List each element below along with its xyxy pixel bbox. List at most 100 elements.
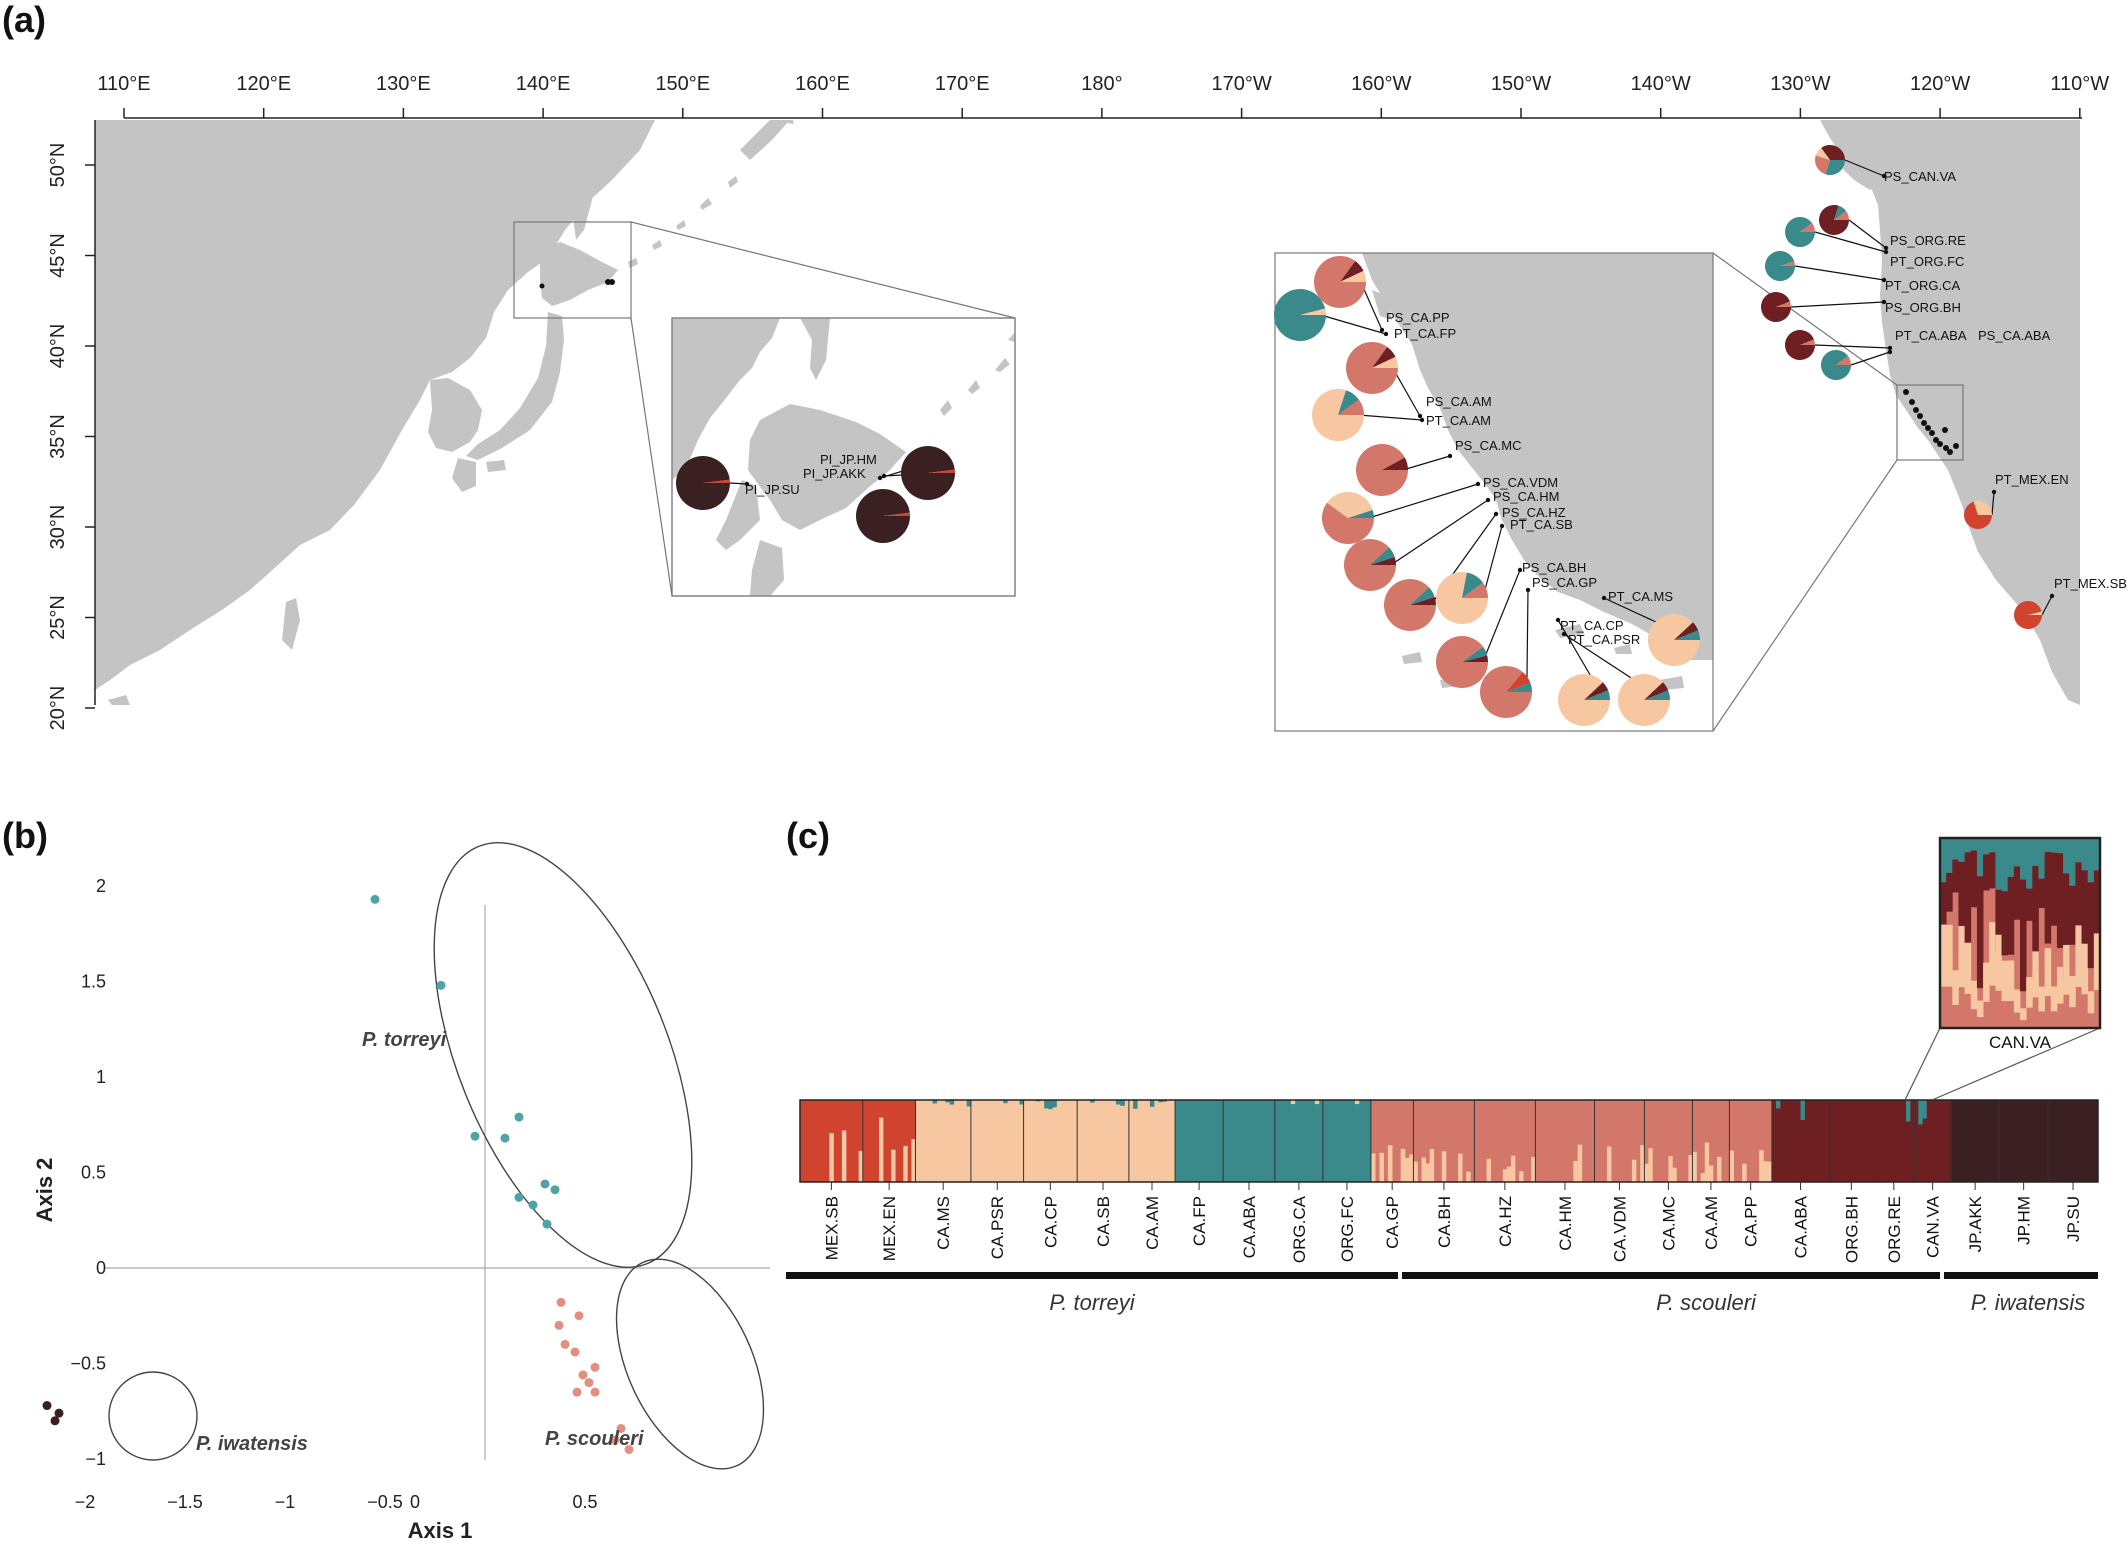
- pca-points: [42, 894, 634, 1454]
- population-label: CA.ABA: [1792, 1195, 1811, 1258]
- pie-slice: [1326, 492, 1373, 518]
- site-dot: [1525, 587, 1531, 593]
- admixture-segment: [1404, 1157, 1410, 1182]
- panel-label-b: (b): [2, 815, 48, 856]
- site-dot: [1947, 449, 1953, 455]
- admixture-segment: [1906, 1100, 1911, 1122]
- pie-chart: [1311, 389, 1364, 441]
- pie-chart: [1647, 614, 1700, 667]
- inset-segment: [2063, 873, 2070, 981]
- leader-line: [1814, 344, 1891, 349]
- pie-slice: [1644, 682, 1669, 700]
- pca-point: [574, 1311, 584, 1321]
- label-iwatensis: P. iwatensis: [196, 1433, 308, 1455]
- admixture-segment: [1290, 1100, 1296, 1105]
- admixture-segment: [1704, 1142, 1710, 1182]
- site-label: PS_CA.VDM: [1483, 475, 1558, 490]
- admixture-segment: [1458, 1153, 1463, 1182]
- structure-bar: [1829, 1100, 1874, 1182]
- lon-tick-label: 110°E: [97, 73, 150, 95]
- pie-slice: [1372, 346, 1396, 368]
- site-dot: [1887, 349, 1893, 355]
- admixture-segment: [1531, 1156, 1536, 1182]
- pie-slice: [1340, 260, 1364, 282]
- lon-tick-label: 140°W: [1631, 73, 1691, 95]
- pie-slice: [1618, 674, 1670, 727]
- pie-chart: [1356, 443, 1408, 496]
- site-label: PS_CAN.VA: [1884, 169, 1956, 184]
- site-dot: [877, 475, 883, 481]
- pie-chart: [1384, 579, 1436, 632]
- pca-y-tick: −1: [85, 1449, 106, 1469]
- pie-slice: [1761, 292, 1791, 323]
- pie-chart: [856, 488, 910, 543]
- pie-slice: [1344, 539, 1396, 592]
- inset-segment: [2069, 838, 2076, 886]
- pie-chart: [1618, 674, 1670, 727]
- pie-slice: [901, 445, 955, 500]
- admixture-segment: [879, 1117, 884, 1182]
- inset-segment: [2069, 975, 2076, 1008]
- site-dot: [1942, 427, 1948, 433]
- lon-tick-label: 160°W: [1351, 73, 1411, 95]
- structure-bar: [1175, 1100, 1224, 1182]
- pie-chart: [1784, 217, 1815, 248]
- site-label: PT_ORG.CA: [1885, 278, 1960, 293]
- site-dot: [1493, 511, 1499, 517]
- site-dot: [1379, 327, 1385, 333]
- inset-segment: [2026, 888, 2033, 921]
- inset-segment: [1989, 852, 1996, 889]
- population-label: CA.MC: [1659, 1196, 1678, 1251]
- admixture-segment: [932, 1100, 938, 1104]
- structure-bar: [1077, 1100, 1129, 1182]
- pie-slice: [1322, 502, 1374, 544]
- pca-y-tick: 1: [96, 1067, 106, 1087]
- population-label: CAN.VA: [1924, 1195, 1943, 1258]
- california-connector-bottom: [1712, 459, 1898, 732]
- inset-segment: [1976, 1000, 1984, 1018]
- leader-line: [1850, 351, 1891, 366]
- inset-segment: [1958, 861, 1966, 958]
- pie-slice: [1584, 682, 1609, 700]
- pca-y-label: Axis 2: [32, 1158, 57, 1223]
- lon-tick-label: 170°W: [1211, 73, 1271, 95]
- admixture-segment: [1775, 1100, 1781, 1109]
- pie-slice: [1346, 341, 1398, 394]
- inset-segment: [2032, 951, 2039, 998]
- site-label: PT_CA.AM: [1426, 413, 1491, 428]
- pca-y-tick: 1.5: [81, 972, 106, 992]
- torreyi-bar: [786, 1272, 1398, 1279]
- admixture-segment: [1314, 1100, 1320, 1105]
- inset-segment: [2075, 862, 2082, 936]
- pie-chart: [1435, 636, 1488, 688]
- can-va-inset-frame: [1938, 836, 2102, 1030]
- structure-bar: [1223, 1100, 1275, 1182]
- leader-line: [1844, 159, 1885, 177]
- label-scouleri: P. scouleri: [545, 1428, 644, 1450]
- pie-slice: [1836, 356, 1852, 365]
- inset-segment: [2007, 838, 2015, 877]
- site-dot: [1937, 441, 1943, 447]
- pie-slice: [1821, 145, 1846, 160]
- site-label: PS_CA.ABA: [1978, 328, 2051, 343]
- site-dot: [1883, 249, 1889, 255]
- admixture-segment: [1800, 1100, 1805, 1121]
- site-dot: [1883, 245, 1889, 251]
- inset-segment: [1952, 838, 1959, 860]
- site-label: PS_CA.MC: [1455, 438, 1521, 453]
- site-dot: [1555, 617, 1561, 623]
- lon-tick-label: 170°E: [935, 73, 990, 95]
- admixture-segment: [1421, 1157, 1426, 1182]
- lon-axis: 110°E 120°E 130°E 140°E 150°E 160°E 170°E 180° 1…: [97, 73, 2109, 118]
- inset-segment: [2087, 882, 2095, 969]
- admixture-segment: [1387, 1145, 1393, 1182]
- lon-tick-label: 110°W: [2050, 73, 2109, 95]
- inset-segment: [2075, 925, 2082, 987]
- site-dot: [1561, 631, 1567, 637]
- site-dot: [1887, 345, 1893, 351]
- population-label: CA.VDM: [1610, 1196, 1629, 1262]
- lat-tick-label: 40°N: [47, 324, 69, 369]
- pca-x-tick: −0.5: [367, 1492, 403, 1512]
- admixture-segment: [1700, 1173, 1706, 1182]
- pie-slice: [1785, 329, 1815, 360]
